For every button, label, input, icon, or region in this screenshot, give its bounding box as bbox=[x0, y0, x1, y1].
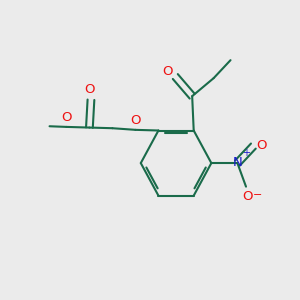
Text: O: O bbox=[242, 190, 253, 203]
Text: O: O bbox=[130, 114, 141, 127]
Text: O: O bbox=[84, 83, 94, 96]
Text: N: N bbox=[233, 156, 243, 169]
Text: O: O bbox=[257, 139, 267, 152]
Text: +: + bbox=[242, 148, 250, 158]
Text: −: − bbox=[253, 190, 262, 200]
Text: O: O bbox=[162, 65, 173, 78]
Text: O: O bbox=[61, 111, 72, 124]
